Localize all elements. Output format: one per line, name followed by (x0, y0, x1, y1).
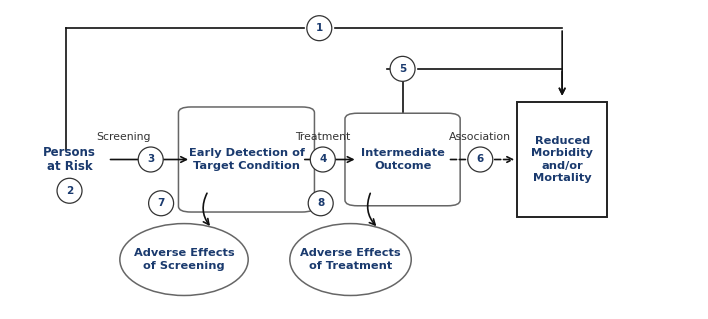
Text: 1: 1 (316, 23, 323, 33)
Text: Reduced
Morbidity
and/or
Mortality: Reduced Morbidity and/or Mortality (531, 136, 593, 183)
Text: Intermediate
Outcome: Intermediate Outcome (360, 148, 445, 171)
Text: Early Detection of
Target Condition: Early Detection of Target Condition (188, 148, 304, 171)
FancyBboxPatch shape (345, 113, 460, 206)
Ellipse shape (120, 224, 249, 295)
Ellipse shape (308, 191, 333, 216)
Text: Association: Association (450, 132, 511, 142)
Ellipse shape (57, 178, 82, 203)
Text: 8: 8 (317, 198, 324, 208)
Text: 5: 5 (399, 64, 406, 74)
Text: 3: 3 (147, 154, 154, 165)
FancyBboxPatch shape (178, 107, 314, 212)
Ellipse shape (149, 191, 173, 216)
Text: 6: 6 (476, 154, 484, 165)
Ellipse shape (138, 147, 163, 172)
Text: Persons
at Risk: Persons at Risk (43, 145, 96, 174)
Bar (517, 102, 607, 217)
Ellipse shape (390, 56, 415, 81)
Text: Screening: Screening (96, 132, 151, 142)
Text: Treatment: Treatment (295, 132, 350, 142)
Ellipse shape (307, 16, 332, 41)
Ellipse shape (468, 147, 493, 172)
Text: Adverse Effects
of Screening: Adverse Effects of Screening (134, 248, 234, 271)
Text: 4: 4 (319, 154, 326, 165)
Text: Adverse Effects
of Treatment: Adverse Effects of Treatment (300, 248, 401, 271)
Ellipse shape (310, 147, 336, 172)
Text: 7: 7 (157, 198, 165, 208)
Ellipse shape (290, 224, 411, 295)
Text: 2: 2 (66, 186, 73, 196)
